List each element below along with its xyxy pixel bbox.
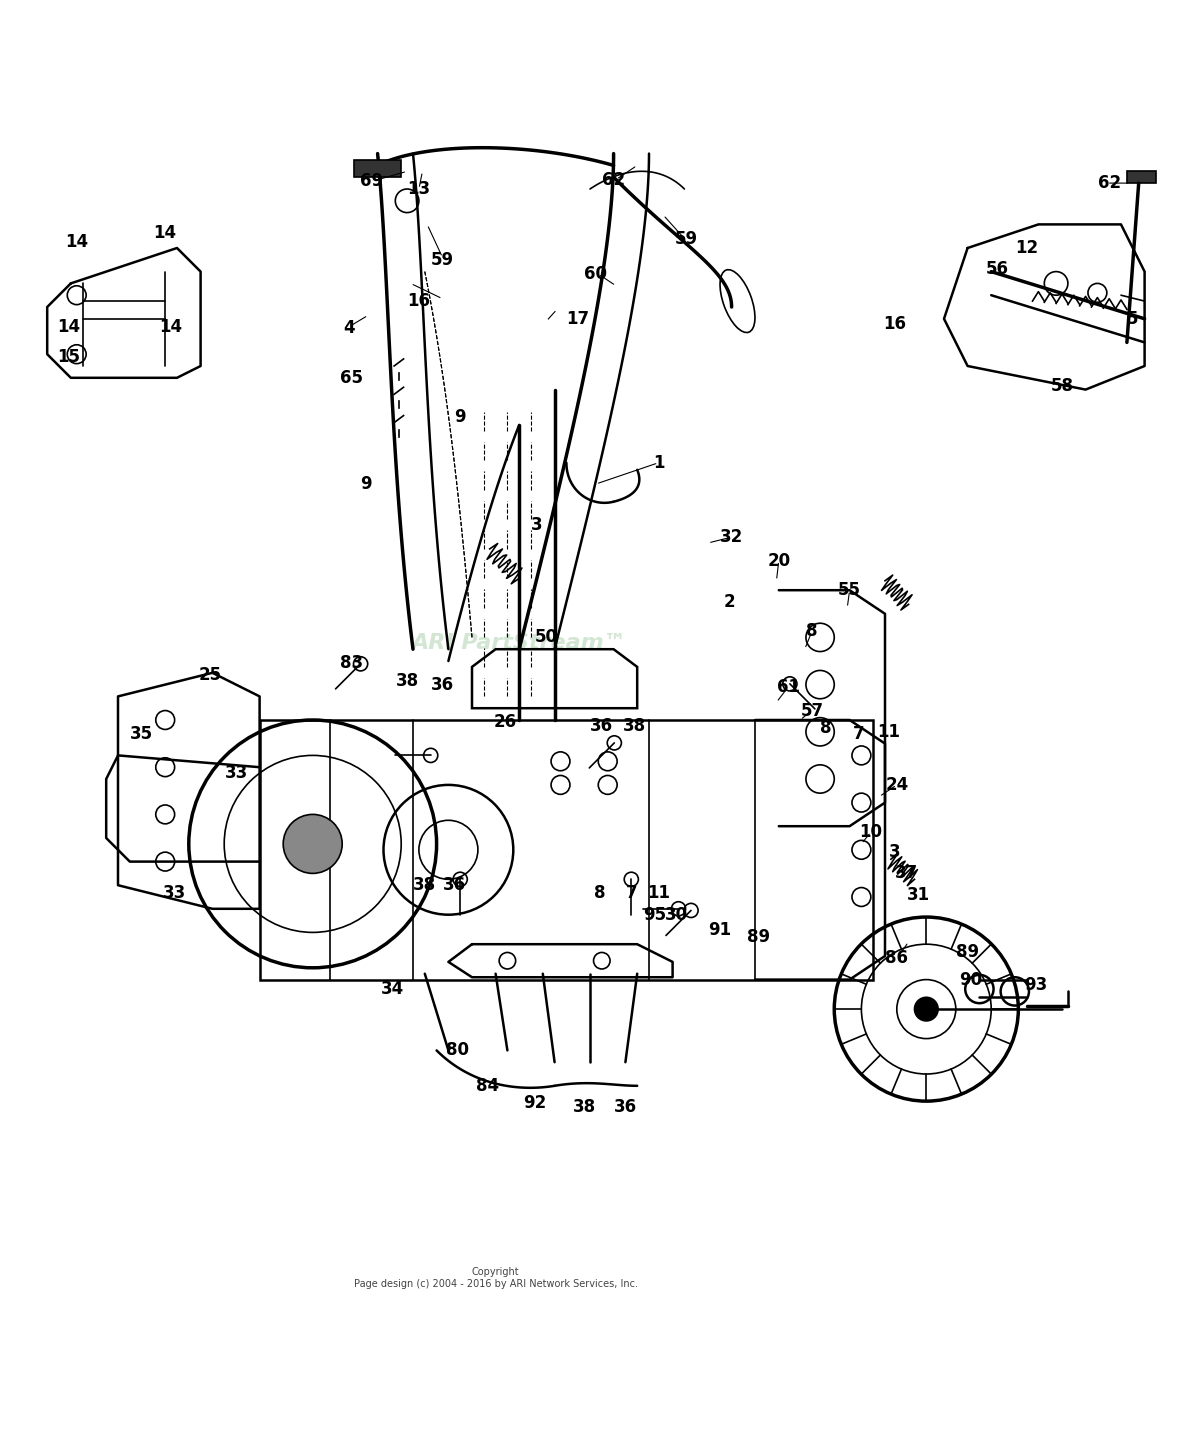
Circle shape bbox=[283, 815, 342, 874]
Text: 14: 14 bbox=[153, 223, 177, 242]
Text: 62: 62 bbox=[1097, 174, 1121, 192]
Text: 36: 36 bbox=[614, 1099, 637, 1116]
Text: 7: 7 bbox=[625, 884, 637, 903]
Text: 14: 14 bbox=[65, 233, 88, 251]
Text: 37: 37 bbox=[894, 864, 918, 883]
Bar bbox=[354, 160, 401, 177]
Text: 58: 58 bbox=[1050, 377, 1074, 395]
Text: 30: 30 bbox=[664, 906, 688, 923]
Text: 11: 11 bbox=[647, 884, 670, 903]
Text: 24: 24 bbox=[885, 776, 909, 793]
Text: 2: 2 bbox=[723, 593, 735, 611]
Text: 35: 35 bbox=[130, 726, 153, 743]
Text: 36: 36 bbox=[590, 717, 614, 734]
Text: 13: 13 bbox=[407, 180, 431, 197]
Text: 59: 59 bbox=[675, 229, 699, 248]
Text: 86: 86 bbox=[885, 949, 909, 968]
Text: 60: 60 bbox=[584, 265, 608, 282]
Circle shape bbox=[914, 998, 938, 1021]
Text: 32: 32 bbox=[720, 528, 743, 546]
Bar bbox=[260, 720, 873, 979]
Text: 14: 14 bbox=[57, 318, 80, 336]
Text: 38: 38 bbox=[395, 672, 419, 690]
Text: 10: 10 bbox=[859, 824, 883, 841]
Text: 8: 8 bbox=[806, 622, 818, 641]
Text: 20: 20 bbox=[767, 552, 791, 570]
Text: 59: 59 bbox=[431, 251, 454, 269]
Text: 14: 14 bbox=[159, 318, 183, 336]
Text: 7: 7 bbox=[853, 726, 865, 743]
Text: 92: 92 bbox=[523, 1094, 546, 1113]
Text: 65: 65 bbox=[340, 369, 363, 387]
Text: 16: 16 bbox=[407, 292, 431, 310]
Text: 56: 56 bbox=[985, 261, 1009, 278]
Text: 5: 5 bbox=[1127, 310, 1139, 328]
Text: 57: 57 bbox=[800, 701, 824, 720]
Text: 95: 95 bbox=[643, 906, 667, 923]
Text: 93: 93 bbox=[1024, 976, 1048, 995]
Text: 17: 17 bbox=[566, 310, 590, 328]
Text: 89: 89 bbox=[747, 929, 771, 946]
Text: 90: 90 bbox=[959, 971, 983, 989]
Text: Copyright
Page design (c) 2004 - 2016 by ARI Network Services, Inc.: Copyright Page design (c) 2004 - 2016 by… bbox=[354, 1267, 637, 1289]
Bar bbox=[1127, 171, 1156, 183]
Text: 31: 31 bbox=[906, 886, 930, 904]
Text: ARI PartStream™: ARI PartStream™ bbox=[412, 634, 627, 654]
Text: 55: 55 bbox=[838, 582, 861, 599]
Text: 89: 89 bbox=[956, 943, 979, 962]
Text: 38: 38 bbox=[413, 876, 437, 894]
Text: 33: 33 bbox=[163, 884, 186, 903]
Text: 8: 8 bbox=[594, 884, 605, 903]
Text: 36: 36 bbox=[442, 876, 466, 894]
Text: 4: 4 bbox=[343, 320, 355, 337]
Text: 34: 34 bbox=[381, 981, 405, 998]
Text: 50: 50 bbox=[535, 628, 558, 647]
Text: 9: 9 bbox=[454, 408, 466, 426]
Text: 8: 8 bbox=[820, 719, 832, 737]
Text: 83: 83 bbox=[340, 654, 363, 672]
Text: 1: 1 bbox=[653, 454, 664, 472]
Text: 91: 91 bbox=[708, 922, 732, 939]
Text: 15: 15 bbox=[57, 347, 80, 366]
Text: 80: 80 bbox=[446, 1041, 470, 1060]
Text: 16: 16 bbox=[883, 314, 906, 333]
Text: 25: 25 bbox=[198, 667, 222, 684]
Text: 38: 38 bbox=[623, 717, 647, 734]
Text: 61: 61 bbox=[776, 678, 800, 696]
Text: 38: 38 bbox=[572, 1099, 596, 1116]
Text: 84: 84 bbox=[476, 1077, 499, 1094]
Text: 3: 3 bbox=[889, 844, 900, 861]
Text: 9: 9 bbox=[360, 475, 372, 492]
Text: 33: 33 bbox=[224, 765, 248, 782]
Text: 3: 3 bbox=[531, 517, 543, 534]
Text: 62: 62 bbox=[602, 170, 625, 189]
Text: 69: 69 bbox=[360, 171, 384, 190]
Text: 26: 26 bbox=[493, 713, 517, 732]
Text: 36: 36 bbox=[431, 675, 454, 694]
Text: 12: 12 bbox=[1015, 239, 1038, 256]
Text: 11: 11 bbox=[877, 723, 900, 740]
